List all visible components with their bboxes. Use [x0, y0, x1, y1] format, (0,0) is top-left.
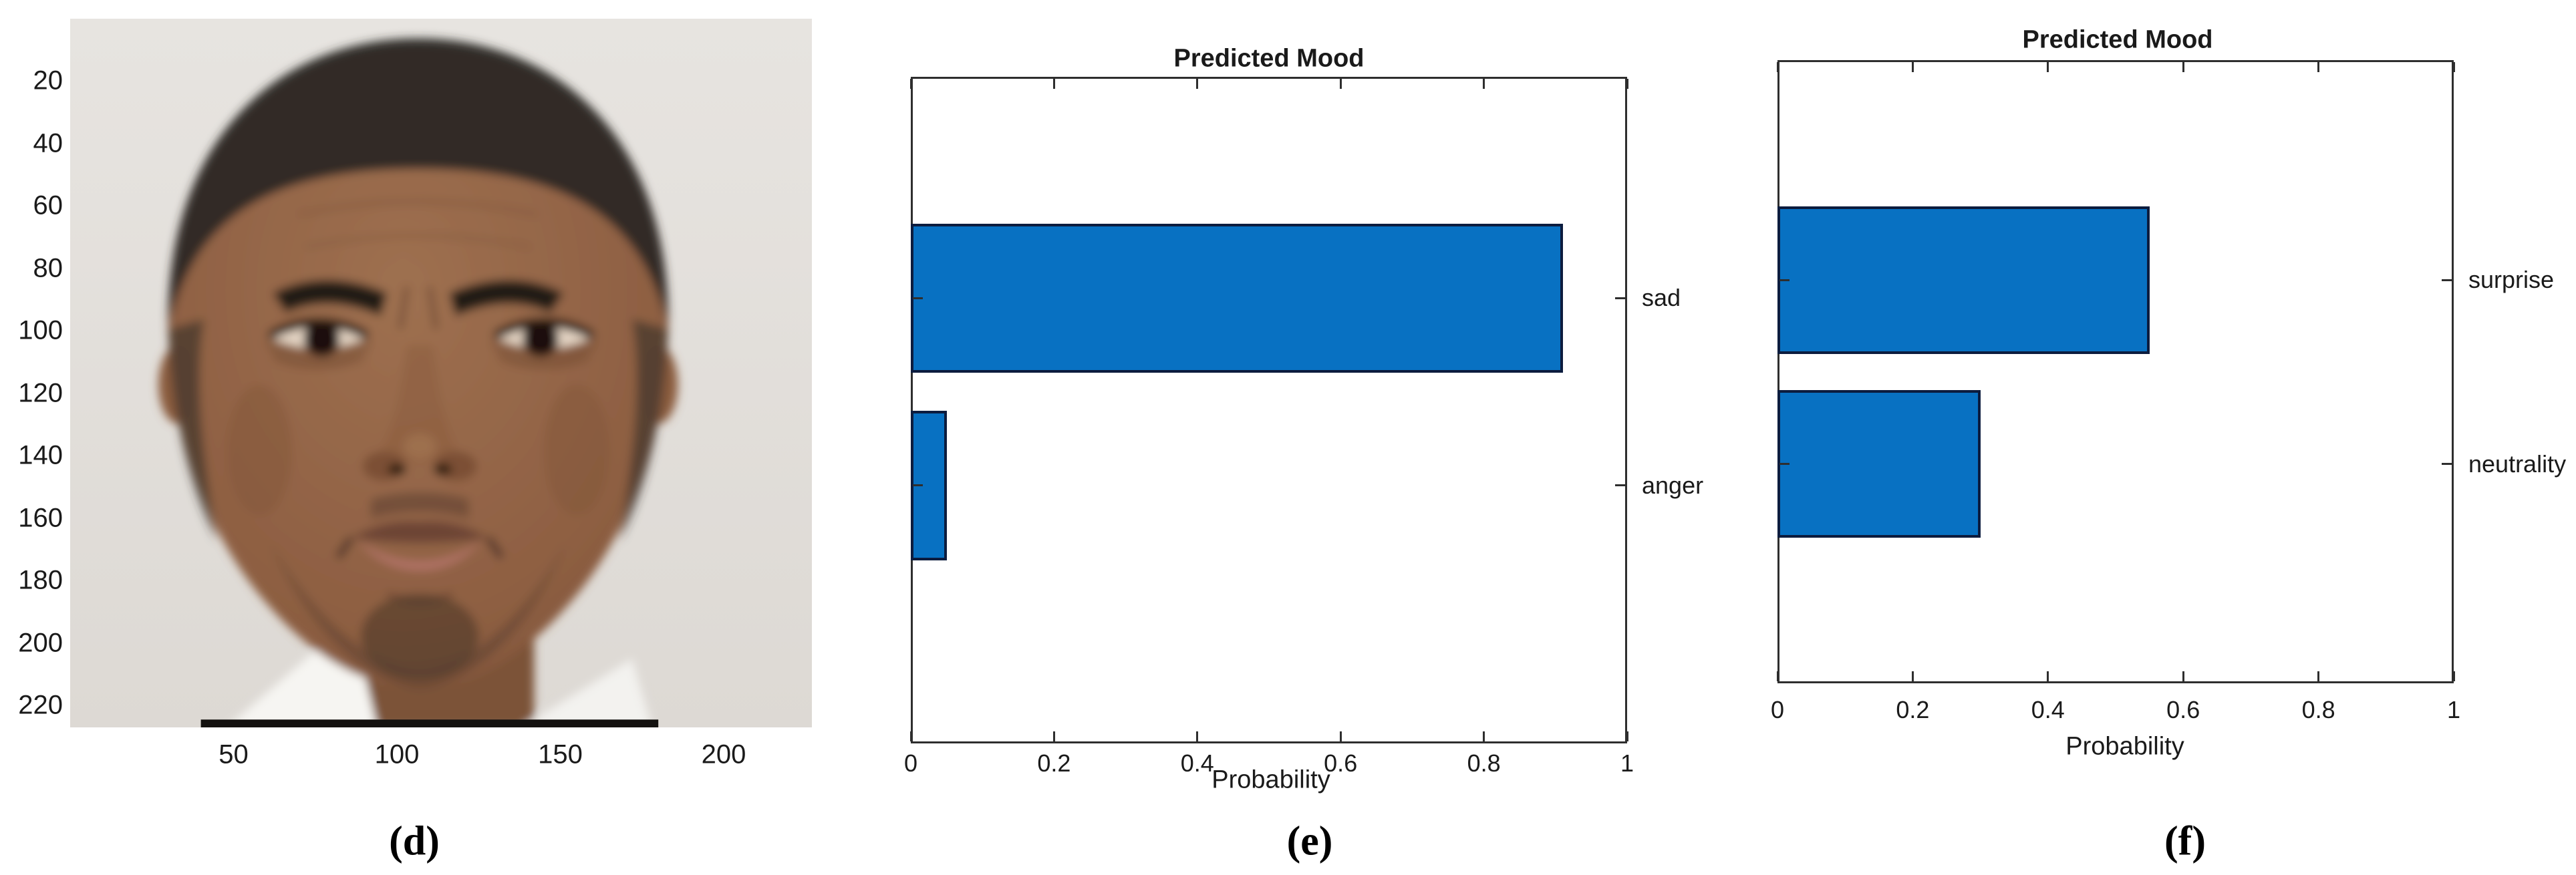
category-label-surprise: surprise	[2468, 266, 2555, 294]
y-tick-mark	[913, 297, 923, 299]
x-tick-mark-top	[1483, 79, 1485, 89]
face-y-tick-label: 180	[18, 565, 63, 595]
x-tick-mark	[1483, 731, 1485, 741]
hair-right-temple	[619, 319, 668, 542]
left-eyebrow	[273, 280, 388, 316]
y-tick-mark-right	[1615, 297, 1625, 299]
right-nostril	[433, 463, 452, 476]
face-x-tick-label: 150	[538, 739, 583, 769]
x-tick-label: 1	[1620, 749, 1634, 777]
x-tick-label: 0.4	[2031, 696, 2065, 723]
left-iris	[303, 321, 340, 357]
face-y-tick-label: 200	[18, 628, 63, 658]
goatee	[361, 593, 479, 679]
x-tick-mark	[2182, 671, 2184, 681]
x-axis-label: Probability	[1211, 765, 1330, 794]
upper-lip	[351, 521, 488, 543]
x-tick-mark	[1339, 731, 1342, 741]
face-y-tick-label: 120	[18, 378, 63, 408]
x-tick-label: 0.8	[1467, 749, 1501, 777]
left-nostril	[388, 463, 406, 476]
x-tick-label: 1	[2446, 696, 2461, 723]
x-tick-mark-top	[2047, 62, 2049, 72]
x-tick-mark-top	[909, 79, 912, 89]
x-tick-label: 0	[1770, 696, 1785, 723]
y-tick-mark-right	[2442, 463, 2452, 466]
face-image	[70, 19, 812, 727]
chart-title: Predicted Mood	[2022, 25, 2213, 54]
face-y-tick-label: 40	[33, 128, 63, 158]
nose	[374, 345, 462, 463]
axes-box	[911, 77, 1627, 743]
face-y-tick-label: 20	[33, 65, 63, 96]
x-tick-mark-top	[2317, 62, 2320, 72]
face-x-tick-label: 100	[374, 739, 420, 769]
x-tick-mark-top	[1196, 79, 1199, 89]
x-tick-mark-top	[1626, 79, 1628, 89]
category-label-neutrality: neutrality	[2468, 450, 2567, 478]
caption-d: (d)	[389, 818, 440, 864]
x-tick-mark	[2452, 671, 2455, 681]
shirt-right-collar	[521, 659, 652, 727]
x-tick-label: 0.4	[1180, 749, 1214, 777]
x-tick-mark	[1776, 671, 1779, 681]
y-tick-mark-right	[1615, 484, 1625, 487]
face-x-tick-label: 50	[219, 739, 249, 769]
bar-sad	[911, 223, 1563, 373]
x-tick-mark	[2047, 671, 2049, 681]
axes-box	[1777, 60, 2454, 683]
y-tick-mark	[1779, 463, 1790, 466]
face-y-tick-label: 140	[18, 440, 63, 470]
face-art	[158, 38, 678, 727]
x-axis-label: Probability	[2065, 732, 2184, 761]
jaw-stubble	[269, 541, 567, 689]
x-tick-label: 0.2	[1037, 749, 1071, 777]
chart-title: Predicted Mood	[1173, 44, 1365, 73]
bar-anger	[911, 410, 947, 560]
face-y-tick-label: 60	[33, 190, 63, 220]
x-tick-mark	[1052, 731, 1055, 741]
face-y-tick-label: 220	[18, 690, 63, 720]
face-y-tick-label: 80	[33, 253, 63, 283]
x-tick-mark	[1626, 731, 1628, 741]
x-tick-mark-top	[1052, 79, 1055, 89]
x-tick-mark	[1911, 671, 1914, 681]
y-tick-mark	[913, 484, 923, 487]
x-tick-mark	[909, 731, 912, 741]
right-iris	[523, 321, 559, 357]
face-y-tick-label: 100	[18, 315, 63, 345]
x-tick-mark-top	[1776, 62, 1779, 72]
bar-surprise	[1777, 206, 2150, 354]
caption-e: (e)	[1286, 818, 1333, 864]
x-tick-mark	[2317, 671, 2320, 681]
x-tick-mark-top	[1911, 62, 1914, 72]
bar-neutrality	[1777, 390, 1981, 538]
lower-lip	[357, 541, 482, 571]
x-tick-label: 0.8	[2301, 696, 2335, 723]
y-tick-mark-right	[2442, 279, 2452, 281]
face-x-tick-label: 200	[701, 739, 746, 769]
category-label-sad: sad	[1642, 284, 1681, 312]
right-eyebrow	[449, 280, 564, 316]
x-tick-label: 0.6	[2166, 696, 2200, 723]
caption-f: (f)	[2164, 818, 2206, 864]
x-tick-label: 0	[903, 749, 918, 777]
x-tick-mark-top	[2452, 62, 2455, 72]
x-tick-label: 0.2	[1896, 696, 1930, 723]
hair-left-temple	[168, 319, 218, 542]
y-tick-mark	[1779, 279, 1790, 281]
category-label-anger: anger	[1642, 471, 1704, 499]
x-tick-mark-top	[1339, 79, 1342, 89]
x-tick-mark	[1196, 731, 1199, 741]
face-y-tick-label: 160	[18, 503, 63, 533]
hair	[168, 38, 668, 329]
x-tick-label: 0.6	[1324, 749, 1358, 777]
photo-bottom-edge	[200, 719, 659, 727]
x-tick-mark-top	[2182, 62, 2184, 72]
